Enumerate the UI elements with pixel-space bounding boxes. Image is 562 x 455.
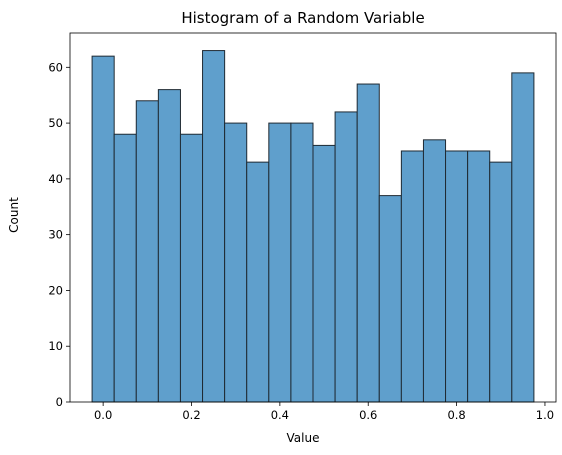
y-tick-label: 60 [48, 60, 63, 74]
y-tick-label: 30 [48, 228, 63, 242]
histogram-bar [334, 111, 358, 403]
histogram-bar [400, 150, 424, 403]
x-axis-label: Value [287, 431, 320, 445]
y-tick-label: 50 [48, 116, 63, 130]
histogram-bar [511, 72, 535, 403]
x-tick-label: 0.4 [271, 408, 289, 422]
y-tick-label: 10 [48, 339, 63, 353]
histogram-bar [290, 122, 314, 403]
y-tick-label: 40 [48, 172, 63, 186]
y-axis-ticks: 0 10 20 30 40 50 60 [48, 60, 70, 409]
x-tick-label: 0.0 [94, 408, 112, 422]
histogram-bar [445, 150, 469, 403]
histogram-bar [378, 195, 402, 403]
histogram-bar [179, 133, 204, 403]
histogram-bar [467, 150, 491, 403]
y-tick-label: 0 [56, 395, 63, 409]
x-tick-label: 1.0 [536, 408, 554, 422]
histogram-bar [113, 133, 137, 403]
x-axis-ticks: 0.0 0.2 0.4 0.6 0.8 1.0 [94, 402, 554, 422]
histogram-bar [157, 89, 181, 403]
histogram-bar [224, 122, 248, 403]
y-axis-label: Count [7, 197, 21, 233]
x-tick-label: 0.6 [359, 408, 377, 422]
histogram-bar [312, 144, 336, 403]
histogram-bar [202, 50, 226, 403]
histogram-bar [422, 139, 447, 403]
histogram-bar [91, 55, 115, 403]
y-tick-label: 20 [48, 283, 63, 297]
histogram-bar [268, 122, 292, 403]
histogram-bar [246, 161, 270, 403]
x-tick-label: 0.8 [447, 408, 465, 422]
histogram-bar [489, 161, 513, 403]
x-tick-label: 0.2 [182, 408, 200, 422]
bars-group [91, 50, 535, 403]
histogram-bar [356, 83, 380, 403]
axes-frame [69, 32, 557, 403]
histogram-bar [135, 100, 159, 403]
chart-title: Histogram of a Random Variable [181, 9, 424, 27]
